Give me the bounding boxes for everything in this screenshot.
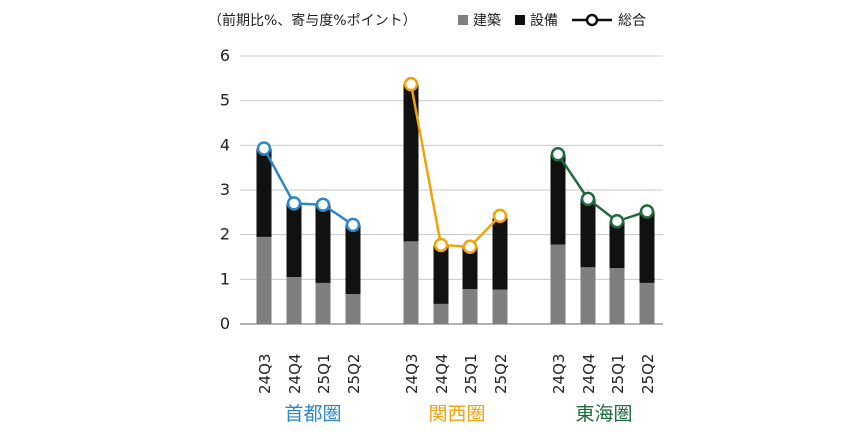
total-point (315, 197, 331, 212)
bar-setsubi (256, 148, 272, 237)
bar-setsubi (433, 244, 449, 304)
total-lines (256, 76, 655, 254)
x-tick-label: 25Q1 (315, 354, 333, 394)
total-point (286, 196, 302, 211)
y-tick-label: 2 (220, 225, 230, 244)
bar-kenchiku (639, 282, 655, 324)
y-tick-label: 3 (220, 180, 230, 199)
x-tick-label: 24Q4 (580, 354, 598, 394)
bar-setsubi (580, 198, 596, 268)
total-line (409, 83, 501, 249)
total-point (345, 217, 361, 233)
bar-kenchiku (550, 244, 566, 324)
bar-setsubi (403, 84, 419, 242)
unit-note: （前期比%、寄与度%ポイント） (208, 13, 417, 29)
total-point (639, 204, 655, 219)
bar-kenchiku (580, 267, 596, 324)
bar-kenchiku (462, 289, 478, 324)
group-label: 関西圏 (428, 403, 485, 425)
total-point (433, 237, 449, 253)
y-tick-label: 6 (220, 46, 230, 65)
x-tick-label: 24Q4 (433, 354, 451, 394)
total-point (256, 141, 272, 156)
x-tick-label: 24Q3 (550, 354, 568, 394)
total-line (262, 147, 354, 226)
legend-item-sogo: 総合 (572, 10, 646, 30)
bar-kenchiku (256, 236, 272, 324)
total-point (609, 214, 625, 229)
x-tick-label: 25Q2 (345, 354, 363, 394)
group-label: 東海圏 (575, 403, 632, 425)
total-point (492, 208, 508, 224)
x-tick-label: 25Q1 (609, 354, 627, 394)
y-tick-label: 0 (220, 314, 230, 333)
total-point (403, 76, 419, 92)
total-point (462, 239, 478, 254)
bar-kenchiku (286, 277, 302, 324)
legend-item-kenchiku: 建築 (458, 10, 501, 30)
x-tick-label: 24Q3 (403, 354, 421, 394)
x-tick-label: 24Q3 (256, 354, 274, 394)
y-axis: 0 1 2 3 4 5 6 (220, 46, 230, 333)
legend-label-kenchiku: 建築 (473, 13, 501, 29)
y-tick-label: 4 (220, 135, 230, 154)
x-tick-label: 25Q2 (639, 354, 657, 394)
bar-setsubi (315, 204, 331, 283)
total-line (556, 153, 648, 223)
legend-line-icon (572, 13, 612, 27)
bar-kenchiku (433, 303, 449, 324)
x-tick-label: 25Q2 (492, 354, 510, 394)
total-point (580, 191, 596, 207)
bar-kenchiku (345, 294, 361, 324)
bars (256, 84, 655, 324)
total-point (550, 147, 566, 162)
legend-label-setsubi: 設備 (530, 13, 558, 29)
gridlines (240, 55, 663, 325)
bar-setsubi (462, 246, 478, 290)
x-tick-label: 25Q1 (462, 354, 480, 394)
bar-kenchiku (403, 241, 419, 324)
bar-setsubi (492, 218, 508, 290)
bar-setsubi (345, 224, 361, 295)
bar-setsubi (550, 154, 566, 245)
legend: 建築 設備 総合 (458, 10, 660, 30)
bar-kenchiku (492, 289, 508, 324)
bar-setsubi (639, 211, 655, 283)
legend-swatch-setsubi (515, 15, 525, 25)
legend-item-setsubi: 設備 (515, 10, 558, 30)
legend-swatch-kenchiku (458, 15, 468, 25)
bar-kenchiku (315, 282, 331, 324)
legend-label-sogo: 総合 (618, 13, 646, 29)
bar-kenchiku (609, 268, 625, 324)
y-tick-label: 5 (220, 91, 230, 110)
x-tick-label: 24Q4 (286, 354, 304, 394)
group-label: 首都圏 (284, 403, 341, 425)
bar-setsubi (286, 203, 302, 278)
y-tick-label: 1 (220, 269, 230, 288)
bar-setsubi (609, 221, 625, 269)
